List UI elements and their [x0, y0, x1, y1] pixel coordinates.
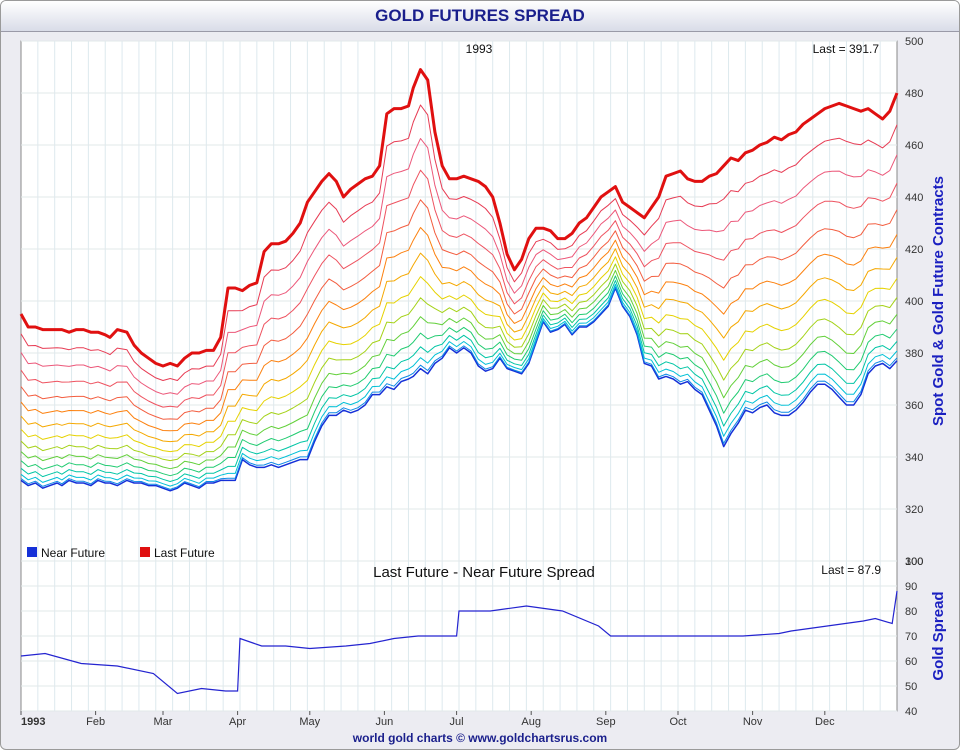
chart-title: GOLD FUTURES SPREAD — [375, 6, 585, 25]
contract-line — [20, 280, 898, 482]
x-tick-label: Nov — [743, 716, 763, 728]
x-tick-label: Sep — [596, 716, 616, 728]
spread-line — [20, 590, 898, 695]
y-tick-label: 90 — [905, 581, 917, 593]
legend-swatch-near — [27, 547, 37, 557]
lower-y-ticks: 40 50 60 70 80 90 100 — [905, 556, 923, 718]
upper-gridlines — [21, 40, 897, 562]
upper-y-axis-label: Spot Gold & Gold Future Contracts — [930, 176, 947, 426]
spread-line-group — [20, 590, 898, 695]
y-tick-label: 40 — [905, 706, 917, 718]
footer-credit: world gold charts © www.goldchartsrus.co… — [352, 731, 608, 745]
lower-gridlines — [21, 560, 897, 712]
upper-last-value: Last = 391.7 — [813, 42, 880, 56]
upper-year-label: 1993 — [466, 42, 493, 56]
title-bar: GOLD FUTURES SPREAD — [1, 1, 959, 32]
y-tick-label: 500 — [905, 36, 923, 48]
y-tick-label: 460 — [905, 140, 923, 152]
y-tick-label: 360 — [905, 400, 923, 412]
x-ticks: 1993 Feb Mar Apr May Jun Jul Aug Sep Oct Nov Dec — [20, 711, 835, 728]
near-future-line — [20, 287, 898, 492]
x-tick-label: May — [299, 716, 320, 728]
x-tick-label: Aug — [521, 716, 541, 728]
y-tick-label: 480 — [905, 88, 923, 100]
y-tick-label: 340 — [905, 452, 923, 464]
legend-label-last: Last Future — [154, 546, 215, 560]
y-tick-label: 60 — [905, 656, 917, 668]
legend-swatch-last — [140, 547, 150, 557]
contract-line — [20, 269, 898, 470]
contract-line — [20, 248, 898, 443]
legend-label-near: Near Future — [41, 546, 105, 560]
x-tick-label: Feb — [86, 716, 105, 728]
contract-line — [20, 104, 898, 381]
contract-line — [20, 275, 898, 477]
upper-y-ticks: 300 320 340 360 380 400 420 440 460 480 500 — [905, 36, 923, 568]
contract-line — [20, 263, 898, 462]
y-tick-label: 400 — [905, 296, 923, 308]
contract-line — [20, 138, 898, 395]
y-tick-label: 50 — [905, 681, 917, 693]
y-tick-label: 100 — [905, 556, 923, 568]
y-tick-label: 70 — [905, 631, 917, 643]
y-tick-label: 380 — [905, 348, 923, 360]
x-tick-label: 1993 — [21, 716, 45, 728]
x-tick-label: Mar — [154, 716, 173, 728]
lower-panel-title: Last Future - Near Future Spread — [373, 564, 595, 581]
x-tick-label: Jun — [376, 716, 394, 728]
x-tick-label: Dec — [815, 716, 835, 728]
lower-last-value: Last = 87.9 — [821, 563, 881, 577]
contract-line — [20, 199, 898, 420]
x-tick-label: Apr — [229, 716, 246, 728]
last-future-line — [19, 68, 899, 368]
contract-line — [20, 286, 898, 490]
y-tick-label: 440 — [905, 192, 923, 204]
contract-line — [20, 227, 898, 432]
contract-line — [20, 283, 898, 487]
y-tick-label: 300 — [905, 556, 923, 568]
contract-lines — [19, 68, 899, 492]
y-tick-label: 420 — [905, 244, 923, 256]
lower-y-axis-label: Gold Spread — [930, 591, 947, 680]
y-tick-label: 320 — [905, 504, 923, 516]
contract-line — [20, 169, 898, 408]
x-tick-label: Jul — [450, 716, 464, 728]
legend: Near Future Last Future — [27, 546, 215, 560]
y-tick-label: 80 — [905, 606, 917, 618]
x-tick-label: Oct — [669, 716, 686, 728]
contract-line — [20, 256, 898, 453]
